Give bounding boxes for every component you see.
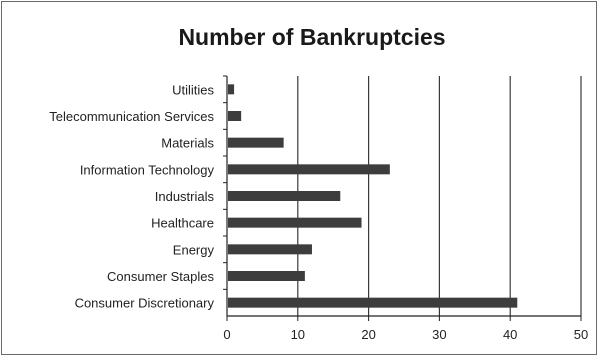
x-tick-label: 20 — [361, 327, 375, 342]
x-tick-label: 10 — [291, 327, 305, 342]
bar-healthcare — [228, 217, 362, 228]
bar-consumer-staples — [228, 271, 305, 281]
bar-telecommunication-services — [228, 111, 242, 121]
category-label: Utilities — [172, 82, 214, 97]
category-label: Energy — [173, 242, 215, 257]
bar-energy — [228, 244, 312, 255]
category-label: Industrials — [155, 189, 215, 204]
category-label: Telecommunication Services — [49, 109, 214, 124]
bar-consumer-discretionary — [228, 297, 518, 308]
chart-title: Number of Bankruptcies — [178, 24, 446, 50]
category-label: Consumer Discretionary — [75, 296, 215, 311]
category-label: Healthcare — [151, 216, 214, 231]
bar-industrials — [228, 191, 341, 201]
x-tick-label: 30 — [432, 327, 446, 342]
x-tick-label: 50 — [574, 327, 588, 342]
x-tick-label: 0 — [223, 327, 230, 342]
x-tick-label: 40 — [503, 327, 517, 342]
category-label: Materials — [161, 136, 214, 151]
bar-utilities — [228, 84, 235, 95]
bar-materials — [228, 137, 284, 148]
category-label: Consumer Staples — [107, 269, 214, 284]
bar-information-technology — [228, 164, 390, 175]
category-label: Information Technology — [80, 162, 215, 177]
